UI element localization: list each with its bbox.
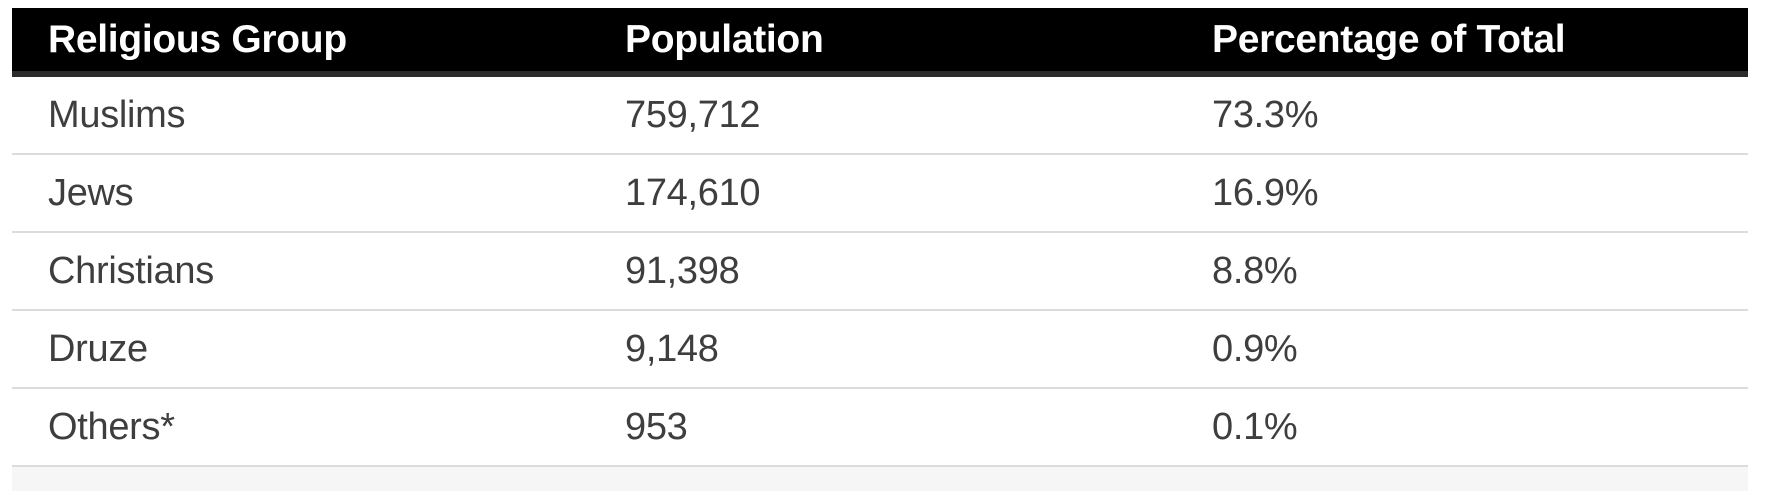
religion-table: Religious Group Population Percentage of…: [12, 8, 1748, 491]
cell-percentage: 73.3%: [1212, 93, 1319, 136]
cell-group: Christians: [48, 249, 214, 292]
table-row: Muslims 759,712 73.3%: [12, 77, 1748, 155]
cell-population: 91,398: [625, 249, 740, 292]
header-cell-religious-group: Religious Group: [48, 17, 347, 61]
cell-population: 759,712: [625, 93, 761, 136]
partial-next-row: [12, 467, 1748, 491]
cell-population: 174,610: [625, 171, 761, 214]
cell-population: 953: [625, 405, 688, 448]
cell-group: Muslims: [48, 93, 186, 136]
cell-percentage: 0.9%: [1212, 327, 1298, 370]
cell-group: Druze: [48, 327, 148, 370]
cell-percentage: 16.9%: [1212, 171, 1319, 214]
cell-group: Others*: [48, 405, 175, 448]
table-row: Jews 174,610 16.9%: [12, 155, 1748, 233]
table-row: Christians 91,398 8.8%: [12, 233, 1748, 311]
table-row: Druze 9,148 0.9%: [12, 311, 1748, 389]
header-cell-percentage: Percentage of Total: [1212, 17, 1566, 61]
table-header-row: Religious Group Population Percentage of…: [12, 8, 1748, 77]
cell-percentage: 0.1%: [1212, 405, 1298, 448]
table-row: Others* 953 0.1%: [12, 389, 1748, 467]
cell-group: Jews: [48, 171, 134, 214]
cell-percentage: 8.8%: [1212, 249, 1298, 292]
header-cell-population: Population: [625, 17, 824, 61]
cell-population: 9,148: [625, 327, 719, 370]
